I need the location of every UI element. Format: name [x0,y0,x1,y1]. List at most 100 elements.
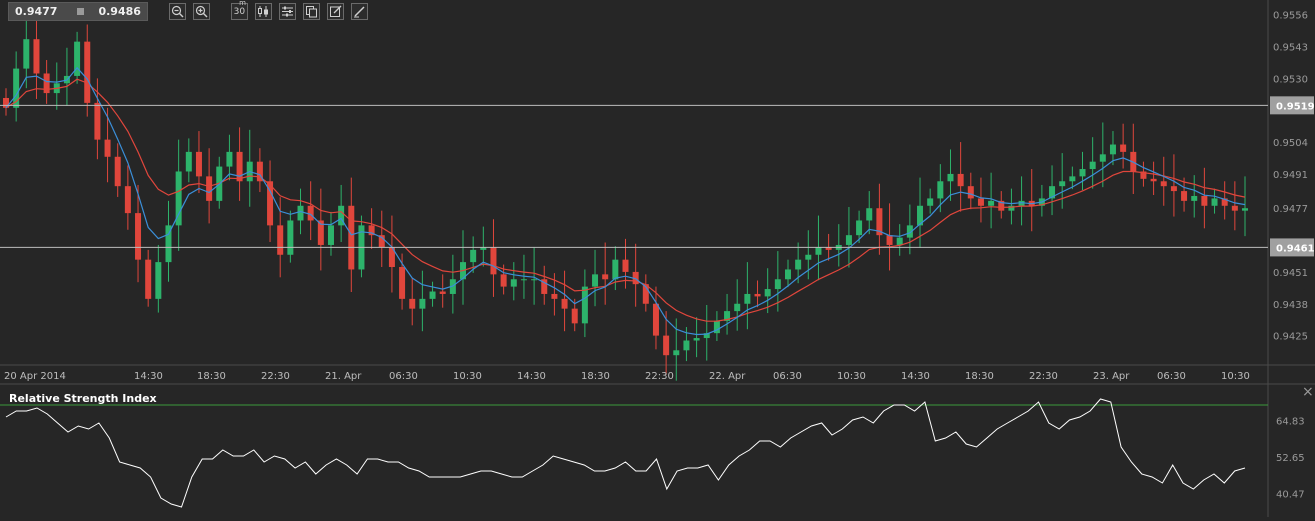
candle-body [226,151,233,167]
candle-body [267,181,274,226]
candle-body [876,208,883,236]
candle-body [185,151,192,172]
x-tick-label: 20 Apr 2014 [4,371,66,382]
draw-button[interactable] [350,3,368,20]
candle-body [774,279,781,290]
candle-body [724,311,731,321]
candle-body [906,225,913,238]
close-icon: × [1302,384,1314,400]
candle-body [1069,176,1076,182]
ask-price: 0.9486 [98,5,141,18]
candle-body [561,298,568,309]
candle-body [937,181,944,199]
x-tick-label: 22. Apr [709,371,746,382]
candle-body [1181,191,1188,201]
copy-button[interactable] [302,3,320,20]
candle-body [429,291,436,299]
candle-body [23,39,30,69]
candles-icon [257,6,268,17]
candle-body [734,303,741,312]
candle-body [652,303,659,336]
timeframe-button[interactable]: 30 m [230,0,248,20]
candle-body [1059,181,1066,187]
candle-body [1099,154,1106,162]
spread-marker [77,8,85,15]
candle-body [642,284,649,304]
candle-body [693,338,700,341]
candle-body [145,259,152,299]
indicators-button[interactable] [278,3,296,20]
zoom-out-icon [171,5,184,18]
candle-body [815,247,822,255]
zoom-out-button[interactable] [168,3,186,20]
draw-icon [353,6,365,18]
candle-body [764,289,771,297]
y-tick-label: 0.9425 [1273,332,1308,343]
x-tick-label: 10:30 [1221,371,1250,382]
candle-body [1231,205,1238,211]
chart-type-button[interactable] [254,3,272,20]
x-tick-label: 22:30 [1029,371,1058,382]
candle-body [3,97,9,108]
candle-body [43,73,50,94]
candle-body [663,335,670,356]
candle-body [917,205,924,226]
candle-body [510,279,517,287]
candle-body [307,205,314,221]
candle-body [206,176,213,201]
candle-body [825,247,832,250]
candle-body [409,298,416,309]
x-tick-label: 22:30 [645,371,674,382]
candle-body [784,269,791,280]
candle-body [84,41,91,103]
y-tick-label: 0.9491 [1273,170,1308,181]
candle-body [1109,144,1116,155]
y-tick-label: 0.9530 [1273,74,1308,85]
candle-body [744,293,751,304]
x-tick-label: 22:30 [261,371,290,382]
candle-body [581,286,588,324]
candle-body [1079,169,1086,177]
candle-body [439,291,446,294]
timeframe-suffix: m [239,0,246,7]
candle-body [33,39,40,74]
edit-button[interactable] [326,3,344,20]
candle-body [886,235,893,245]
candle-body [1211,198,1218,206]
candle-body [947,173,954,182]
x-tick-label: 14:30 [517,371,546,382]
candle-body [490,247,497,275]
candle-body [338,205,345,226]
candle-body [114,156,121,187]
x-tick-label: 21. Apr [325,371,362,382]
rsi-line [5,398,1246,508]
candle-body [155,262,162,299]
rsi-tick-label: 64.83 [1276,417,1305,428]
rsi-title: Relative Strength Index [9,392,157,405]
candle-body [1089,161,1096,170]
candle-body [896,237,903,245]
x-tick-label: 23. Apr [1093,371,1130,382]
price-level-tag [1270,238,1314,257]
x-tick-label: 06:30 [1157,371,1186,382]
candle-body [673,350,680,356]
candle-body [236,151,243,182]
moving-average-fast [5,66,1246,336]
price-level-label: 0.9519 [1276,101,1315,112]
toolbar: 0.9477 0.9486 30 m [8,0,368,21]
candle-body [368,225,375,236]
zoom-in-button[interactable] [192,3,210,20]
candle-body [531,279,538,281]
x-tick-label: 18:30 [197,371,226,382]
x-tick-label: 18:30 [581,371,610,382]
candle-body [571,308,578,324]
candle-body [998,200,1005,211]
candle-body [1242,208,1248,211]
candle-body [866,208,873,221]
candle-body [632,271,639,285]
candle-body [287,220,294,255]
x-tick-label: 06:30 [773,371,802,382]
candle-body [551,293,558,299]
candle-body [795,259,802,270]
